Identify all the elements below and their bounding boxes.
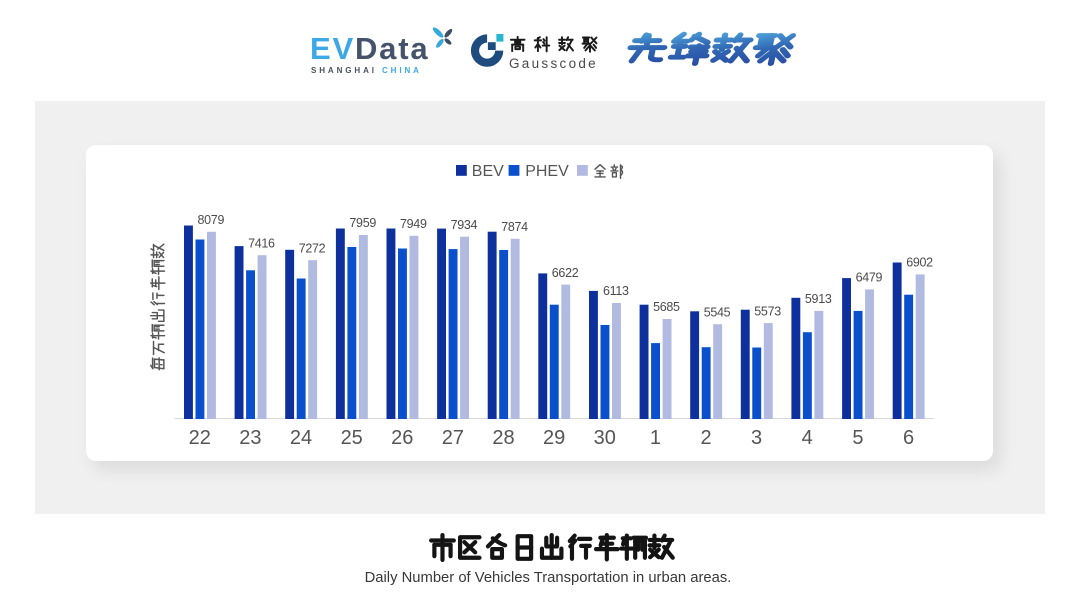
svg-text:25: 25: [341, 427, 363, 449]
svg-text:5545: 5545: [704, 305, 731, 319]
svg-text:6479: 6479: [856, 271, 883, 285]
svg-text:29: 29: [543, 427, 565, 449]
svg-text:5: 5: [852, 427, 863, 449]
svg-text:BEV: BEV: [472, 163, 504, 180]
svg-text:2: 2: [700, 427, 711, 449]
svg-text:6902: 6902: [906, 256, 933, 270]
svg-text:6622: 6622: [552, 266, 579, 280]
svg-text:5913: 5913: [805, 292, 832, 306]
svg-text:8079: 8079: [197, 213, 224, 227]
svg-text:PHEV: PHEV: [525, 163, 569, 180]
svg-text:22: 22: [189, 427, 211, 449]
svg-text:6113: 6113: [603, 284, 629, 298]
svg-text:5573: 5573: [754, 304, 781, 318]
svg-text:27: 27: [442, 427, 464, 449]
svg-text:7874: 7874: [501, 220, 528, 234]
svg-text:28: 28: [492, 427, 514, 449]
svg-text:5685: 5685: [653, 300, 680, 314]
svg-text:1: 1: [650, 427, 661, 449]
svg-text:26: 26: [391, 427, 413, 449]
svg-text:7272: 7272: [299, 241, 326, 255]
svg-text:23: 23: [239, 427, 261, 449]
svg-text:7416: 7416: [248, 236, 275, 250]
svg-text:7934: 7934: [451, 218, 478, 232]
svg-text:3: 3: [751, 427, 762, 449]
svg-text:6: 6: [903, 427, 914, 449]
svg-text:24: 24: [290, 427, 312, 449]
svg-text:4: 4: [802, 427, 813, 449]
svg-text:30: 30: [594, 427, 616, 449]
svg-text:7959: 7959: [349, 216, 376, 230]
svg-text:7949: 7949: [400, 217, 427, 231]
